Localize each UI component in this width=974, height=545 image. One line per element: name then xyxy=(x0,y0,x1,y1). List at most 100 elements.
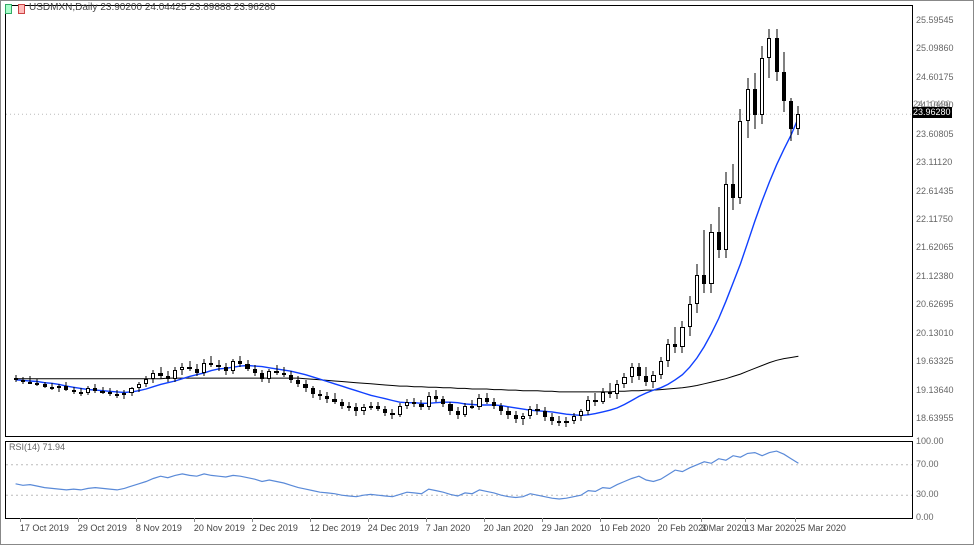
candle xyxy=(637,363,641,380)
candle xyxy=(702,230,706,293)
candle-down-icon xyxy=(16,3,26,13)
price-ytick: 19.63325 xyxy=(916,356,954,366)
candle xyxy=(224,363,228,374)
xtick: 20 Nov 2019 xyxy=(194,523,245,533)
candle xyxy=(688,296,692,336)
candle xyxy=(477,394,481,410)
candle xyxy=(579,409,583,420)
candle xyxy=(738,109,742,204)
candle xyxy=(93,384,97,393)
candle xyxy=(470,400,474,409)
candle xyxy=(666,339,670,368)
candle xyxy=(695,264,699,313)
candle xyxy=(21,377,25,384)
xtick: 12 Dec 2019 xyxy=(310,523,361,533)
price-ytick: 20.62695 xyxy=(916,299,954,309)
candle xyxy=(651,371,655,388)
xtick: 24 Dec 2019 xyxy=(368,523,419,533)
candle xyxy=(753,73,757,129)
candle xyxy=(43,382,47,389)
candle xyxy=(100,387,104,394)
price-ytick: 24.60175 xyxy=(916,72,954,82)
candle xyxy=(325,392,329,403)
candle xyxy=(35,379,39,386)
price-ytick: 21.12380 xyxy=(916,271,954,281)
candle xyxy=(514,411,518,422)
candle xyxy=(318,390,322,400)
candle xyxy=(782,52,786,112)
candle xyxy=(50,383,54,390)
candle xyxy=(28,376,32,384)
xtick: 3 Mar 2020 xyxy=(701,523,747,533)
rsi-label: RSI(14) 71.94 xyxy=(9,442,65,452)
price-ytick: 21.62065 xyxy=(916,242,954,252)
candle-up-icon xyxy=(3,3,13,13)
candle xyxy=(622,373,626,388)
candle xyxy=(724,172,728,258)
candle xyxy=(630,363,634,382)
candle xyxy=(267,369,271,383)
xtick: 25 Mar 2020 xyxy=(795,523,846,533)
candle xyxy=(572,413,576,424)
candle xyxy=(115,390,119,397)
candle xyxy=(347,402,351,412)
xtick: 29 Oct 2019 xyxy=(78,523,127,533)
candle xyxy=(187,361,191,371)
candle xyxy=(260,370,264,381)
candle xyxy=(506,407,510,418)
price-ytick: 22.11750 xyxy=(916,214,953,224)
rsi-ytick: 30.00 xyxy=(916,489,939,499)
candle xyxy=(72,387,76,394)
candle xyxy=(361,404,365,414)
candle xyxy=(137,382,141,392)
candle xyxy=(492,398,496,409)
candle xyxy=(390,409,394,419)
price-ytick: 18.63955 xyxy=(916,413,954,423)
price-y-axis: 25.5954525.0986024.6017524.1049023.60805… xyxy=(913,5,971,437)
candle xyxy=(180,363,184,374)
price-ytick: 25.09860 xyxy=(916,43,954,53)
price-chart-pane[interactable] xyxy=(5,5,913,437)
candle xyxy=(528,406,532,419)
candle xyxy=(419,400,423,410)
candle xyxy=(775,29,779,81)
rsi-y-axis: 100.0070.0030.000.00 xyxy=(913,441,971,519)
candle xyxy=(383,406,387,416)
xtick: 2 Dec 2019 xyxy=(252,523,298,533)
candle xyxy=(543,407,547,420)
candle xyxy=(376,402,380,412)
candle xyxy=(369,402,373,411)
candle xyxy=(14,375,18,382)
candle xyxy=(86,386,90,395)
candle xyxy=(238,356,242,367)
candle xyxy=(231,359,235,374)
rsi-svg xyxy=(6,442,912,518)
ohlc-label: 23.90200 24.04425 23.89888 23.96280 xyxy=(100,2,275,13)
xtick: 8 Nov 2019 xyxy=(136,523,182,533)
candle xyxy=(296,376,300,387)
candle xyxy=(122,390,126,399)
candle xyxy=(274,365,278,374)
symbol-timeframe-label: USDMXN,Daily xyxy=(29,2,97,13)
candle xyxy=(564,417,568,427)
price-ytick: 23.60805 xyxy=(916,129,954,139)
candle xyxy=(144,376,148,387)
price-ytick: 19.13640 xyxy=(916,385,954,395)
candle xyxy=(796,106,800,135)
candle xyxy=(57,384,61,391)
candle xyxy=(282,367,286,377)
candle xyxy=(760,46,764,123)
candle xyxy=(303,380,307,391)
candle xyxy=(151,370,155,383)
candle xyxy=(550,413,554,424)
candle xyxy=(535,404,539,414)
candle xyxy=(398,403,402,417)
candle xyxy=(557,416,561,426)
rsi-pane[interactable]: RSI(14) 71.94 xyxy=(5,441,913,519)
candle xyxy=(158,367,162,379)
chart-window: USDMXN,Daily 23.90200 24.04425 23.89888 … xyxy=(0,0,974,545)
candle xyxy=(209,356,213,367)
chart-header: USDMXN,Daily 23.90200 24.04425 23.89888 … xyxy=(3,2,276,13)
candle xyxy=(499,403,503,414)
price-ytick: 25.59545 xyxy=(916,15,954,25)
